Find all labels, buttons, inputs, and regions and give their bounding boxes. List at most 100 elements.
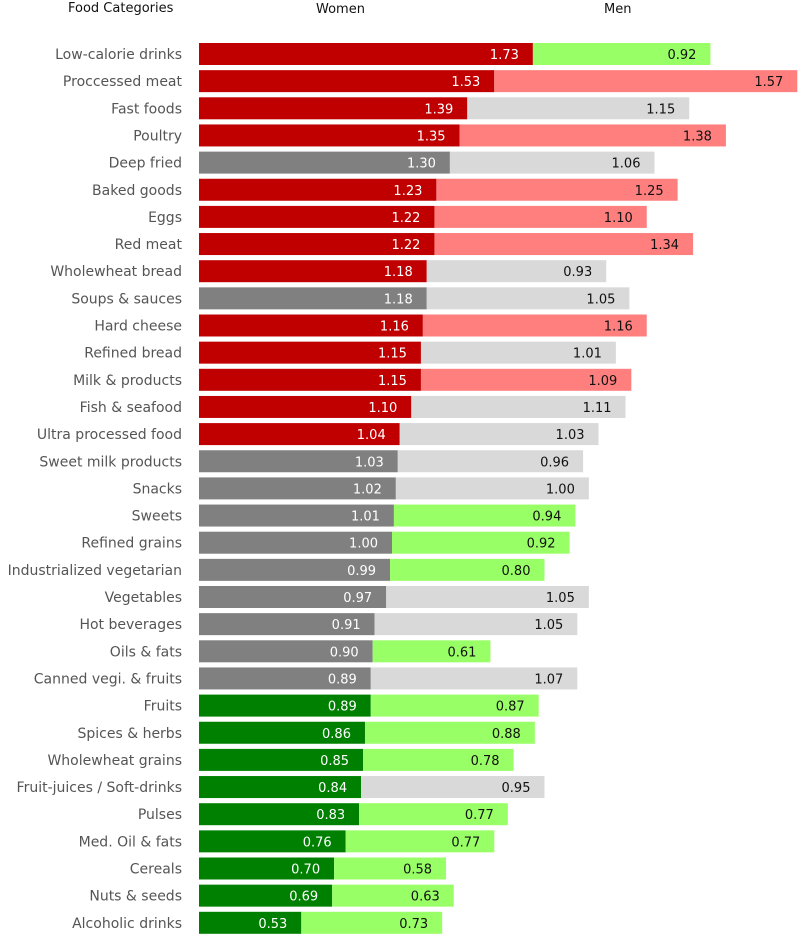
category-label: Snacks (133, 481, 182, 497)
category-label: Fruits (144, 699, 182, 715)
women-bar (199, 178, 437, 201)
bar-row: Sweets 1.01 0.94 (132, 504, 576, 527)
women-value-label: 0.89 (328, 672, 357, 687)
men-bar (334, 857, 447, 880)
category-label: Pulses (138, 807, 182, 823)
women-bar (199, 776, 362, 799)
category-label: Deep fried (109, 156, 182, 172)
bar-row: Industrialized vegetarian 0.99 0.80 (8, 558, 545, 581)
women-bar (199, 314, 423, 337)
bar-row: Wholewheat grains 0.85 0.78 (47, 748, 514, 771)
bar-row: Milk & products 1.15 1.09 (73, 368, 632, 391)
category-label: Oils & fats (110, 644, 182, 660)
men-bar (301, 911, 443, 934)
women-value-label: 1.10 (368, 401, 397, 416)
women-value-label: 1.01 (351, 510, 380, 525)
bar-row: Nuts & seeds 0.69 0.63 (89, 884, 454, 907)
women-bar (199, 97, 468, 120)
men-value-label: 1.09 (588, 374, 617, 389)
women-bar (199, 721, 365, 744)
women-bar (199, 151, 450, 174)
bar-row: Med. Oil & fats 0.76 0.77 (79, 830, 495, 853)
men-value-label: 0.73 (399, 917, 428, 932)
bar-row: Alcoholic drinks 0.53 0.73 (72, 911, 443, 934)
women-value-label: 0.84 (318, 781, 347, 796)
category-label: Vegetables (105, 590, 182, 606)
men-bar (467, 97, 690, 120)
men-bar (494, 70, 798, 93)
women-bar (199, 124, 460, 147)
men-bar (397, 450, 584, 473)
women-bar (199, 911, 302, 934)
bar-row: Pulses 0.83 0.77 (138, 803, 508, 826)
men-bar (363, 748, 514, 771)
women-bar (199, 667, 371, 690)
bar-row: Wholewheat bread 1.18 0.93 (50, 260, 607, 283)
women-value-label: 1.35 (417, 129, 446, 144)
women-bar (199, 748, 364, 771)
men-bar (361, 776, 545, 799)
men-value-label: 1.03 (556, 428, 585, 443)
category-label: Red meat (115, 237, 183, 253)
bar-row: Fruit-juices / Soft-drinks 0.84 0.95 (17, 776, 545, 799)
women-value-label: 0.76 (303, 835, 332, 850)
men-value-label: 1.10 (604, 211, 633, 226)
category-label: Fish & seafood (80, 400, 182, 416)
men-value-label: 0.92 (527, 537, 556, 552)
women-value-label: 1.18 (384, 265, 413, 280)
men-bar (449, 151, 655, 174)
men-bar (411, 395, 626, 418)
men-bar (364, 721, 535, 744)
women-bar (199, 287, 427, 310)
women-bar (199, 803, 360, 826)
bar-row: Canned vegi. & fruits 0.89 1.07 (34, 667, 578, 690)
category-label: Soups & sauces (71, 291, 182, 307)
women-bar (199, 477, 396, 500)
men-bar (359, 803, 508, 826)
men-value-label: 1.00 (546, 482, 575, 497)
men-bar (372, 640, 491, 663)
women-value-label: 1.18 (384, 292, 413, 307)
women-value-label: 1.53 (451, 75, 480, 90)
bar-row: Fruits 0.89 0.87 (144, 694, 539, 717)
women-value-label: 1.00 (349, 537, 378, 552)
category-label: Nuts & seeds (89, 889, 182, 905)
men-value-label: 1.05 (546, 591, 575, 606)
bar-row: Sweet milk products 1.03 0.96 (39, 450, 584, 473)
bar-row: Spices & herbs 0.86 0.88 (77, 721, 535, 744)
men-value-label: 0.87 (496, 700, 525, 715)
category-label: Poultry (133, 128, 182, 144)
men-bar (426, 260, 607, 283)
men-bar (459, 124, 726, 147)
men-value-label: 1.01 (573, 347, 602, 362)
women-bar (199, 531, 392, 554)
women-value-label: 0.83 (316, 808, 345, 823)
bar-row: Fish & seafood 1.10 1.11 (80, 395, 626, 418)
men-bar (426, 287, 630, 310)
men-bar (399, 423, 599, 446)
category-label: Eggs (148, 210, 182, 226)
category-label: Sweets (132, 509, 182, 525)
women-value-label: 1.15 (378, 347, 407, 362)
women-value-label: 1.02 (353, 482, 382, 497)
men-bar (393, 504, 576, 527)
men-bar (422, 314, 647, 337)
women-value-label: 0.99 (347, 564, 376, 579)
category-label: Industrialized vegetarian (8, 563, 182, 579)
women-bar (199, 884, 333, 907)
category-label: Milk & products (73, 373, 182, 389)
men-value-label: 0.95 (502, 781, 531, 796)
men-value-label: 1.16 (604, 320, 633, 335)
men-value-label: 1.05 (586, 292, 615, 307)
men-value-label: 1.34 (650, 238, 679, 253)
women-bar (199, 70, 495, 93)
bar-row: Refined bread 1.15 1.01 (84, 341, 616, 364)
category-label: Hot beverages (79, 617, 182, 633)
women-value-label: 1.04 (357, 428, 386, 443)
men-value-label: 0.92 (667, 48, 696, 63)
men-value-label: 1.11 (583, 401, 612, 416)
bar-row: Refined grains 1.00 0.92 (81, 531, 570, 554)
men-bar (370, 667, 578, 690)
category-label: Wholewheat bread (50, 264, 182, 280)
